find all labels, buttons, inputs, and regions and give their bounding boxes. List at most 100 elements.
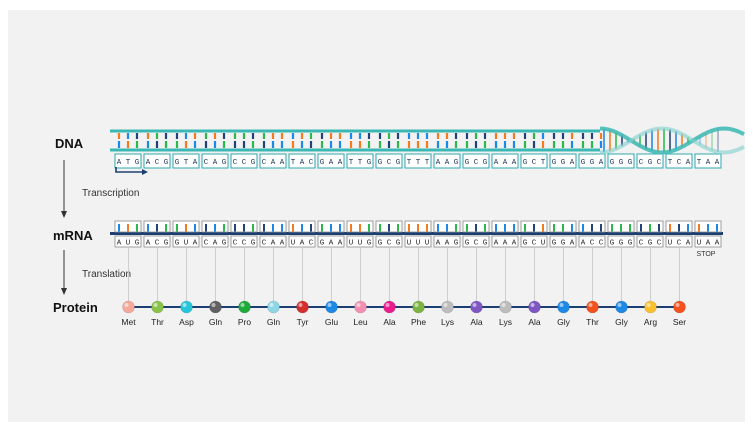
dna-codon-box — [201, 153, 229, 169]
dna-base-letter: T — [291, 159, 296, 167]
dna-base-letter: G — [135, 159, 140, 167]
amino-acid-highlight — [617, 303, 622, 307]
mrna-base-letter: G — [552, 240, 557, 248]
dna-base-letter: C — [657, 159, 662, 167]
dna-base-letter: A — [686, 159, 691, 167]
helix-backbone-a — [599, 126, 745, 155]
dna-base-letter: A — [338, 159, 343, 167]
mrna-base-letter: C — [262, 240, 267, 248]
dna-base-letter: A — [570, 159, 575, 167]
dna-base-letter: G — [483, 159, 488, 167]
dna-base-letter: A — [445, 159, 450, 167]
dna-base-letter: A — [715, 159, 720, 167]
mrna-base-letter: A — [213, 240, 218, 248]
transcription-start-arrowhead — [142, 169, 148, 175]
dna-codon-box — [230, 153, 258, 169]
amino-acid-bead — [673, 300, 686, 314]
mrna-codon-box — [694, 235, 722, 248]
amino-acid-highlight — [501, 303, 506, 307]
mrna-codon-box — [607, 235, 635, 248]
dna-codon-box — [375, 153, 403, 169]
amino-acid-highlight — [240, 303, 245, 307]
dna-codon-box — [172, 153, 200, 169]
dna-base-letter: G — [648, 159, 653, 167]
dna-base-letter: G — [465, 159, 470, 167]
mrna-base-letter: C — [599, 240, 604, 248]
amino-acid-bead — [412, 300, 425, 314]
mrna-codon-box — [433, 235, 461, 248]
dna-base-letter: C — [639, 159, 644, 167]
dna-codon-box — [317, 153, 345, 169]
dna-base-letter: G — [454, 159, 459, 167]
dna-codon-box — [433, 153, 461, 169]
amino-acid-bead — [441, 300, 454, 314]
mrna-base-letter: G — [396, 240, 401, 248]
amino-acid-highlight — [153, 303, 158, 307]
dna-base-letter: A — [329, 159, 334, 167]
amino-acid-label: Lys — [441, 317, 454, 327]
dna-base-letter: G — [164, 159, 169, 167]
dna-base-letter: C — [242, 159, 247, 167]
dna-base-letter: G — [320, 159, 325, 167]
dna-codon-box — [578, 153, 606, 169]
dna-base-letter: C — [532, 159, 537, 167]
amino-acid-bead — [470, 300, 483, 314]
mrna-base-letter: C — [639, 240, 644, 248]
amino-acid-label: Gln — [267, 317, 281, 327]
dna-base-letter: T — [697, 159, 702, 167]
dna-codon-box — [607, 153, 635, 169]
amino-acid-bead — [644, 300, 657, 314]
dna-base-letter: C — [204, 159, 209, 167]
dna-base-letter: A — [599, 159, 604, 167]
mrna-base-letter: G — [378, 240, 383, 248]
mrna-base-letter: G — [135, 240, 140, 248]
mrna-base-letter: C — [532, 240, 537, 248]
amino-acid-highlight — [472, 303, 477, 307]
mrna-label: mRNA — [53, 228, 93, 243]
dna-base-letter: G — [581, 159, 586, 167]
amino-acid-highlight — [588, 303, 593, 307]
dna-base-letter: A — [146, 159, 151, 167]
mrna-codon-box — [549, 235, 577, 248]
amino-acid-label: Ala — [470, 317, 483, 327]
mrna-base-letter: G — [465, 240, 470, 248]
mrna-codon-box — [288, 235, 316, 248]
mrna-base-letter: A — [715, 240, 720, 248]
amino-acid-highlight — [269, 303, 274, 307]
amino-acid-label: Thr — [586, 317, 599, 327]
mrna-codon-box — [114, 235, 142, 248]
amino-acid-highlight — [646, 303, 651, 307]
mrna-codon-box — [317, 235, 345, 248]
amino-acid-highlight — [530, 303, 535, 307]
mrna-base-letter: U — [349, 240, 354, 248]
amino-acid-highlight — [298, 303, 303, 307]
mrna-base-letter: G — [523, 240, 528, 248]
amino-acid-label: Glu — [325, 317, 339, 327]
dna-base-letter: A — [271, 159, 276, 167]
mrna-base-letter: G — [320, 240, 325, 248]
amino-acid-label: Lys — [499, 317, 512, 327]
mrna-base-letter: G — [454, 240, 459, 248]
dna-base-letter: G — [561, 159, 566, 167]
mrna-base-letter: U — [541, 240, 546, 248]
mrna-base-letter: A — [570, 240, 575, 248]
mrna-base-letter: A — [503, 240, 508, 248]
dna-base-letter: T — [425, 159, 430, 167]
dna-base-letter: G — [523, 159, 528, 167]
mrna-base-letter: A — [117, 240, 122, 248]
amino-acid-bead — [586, 300, 599, 314]
mrna-base-letter: U — [416, 240, 421, 248]
mrna-base-letter: C — [242, 240, 247, 248]
dna-base-letter: C — [387, 159, 392, 167]
mrna-base-letter: C — [387, 240, 392, 248]
dna-base-letter: A — [512, 159, 517, 167]
mrna-base-letter: A — [512, 240, 517, 248]
dna-base-letter: G — [396, 159, 401, 167]
mrna-codon-box — [520, 235, 548, 248]
mrna-base-letter: C — [474, 240, 479, 248]
dna-base-letter: A — [193, 159, 198, 167]
amino-acid-highlight — [675, 303, 680, 307]
mrna-base-letter: C — [233, 240, 238, 248]
